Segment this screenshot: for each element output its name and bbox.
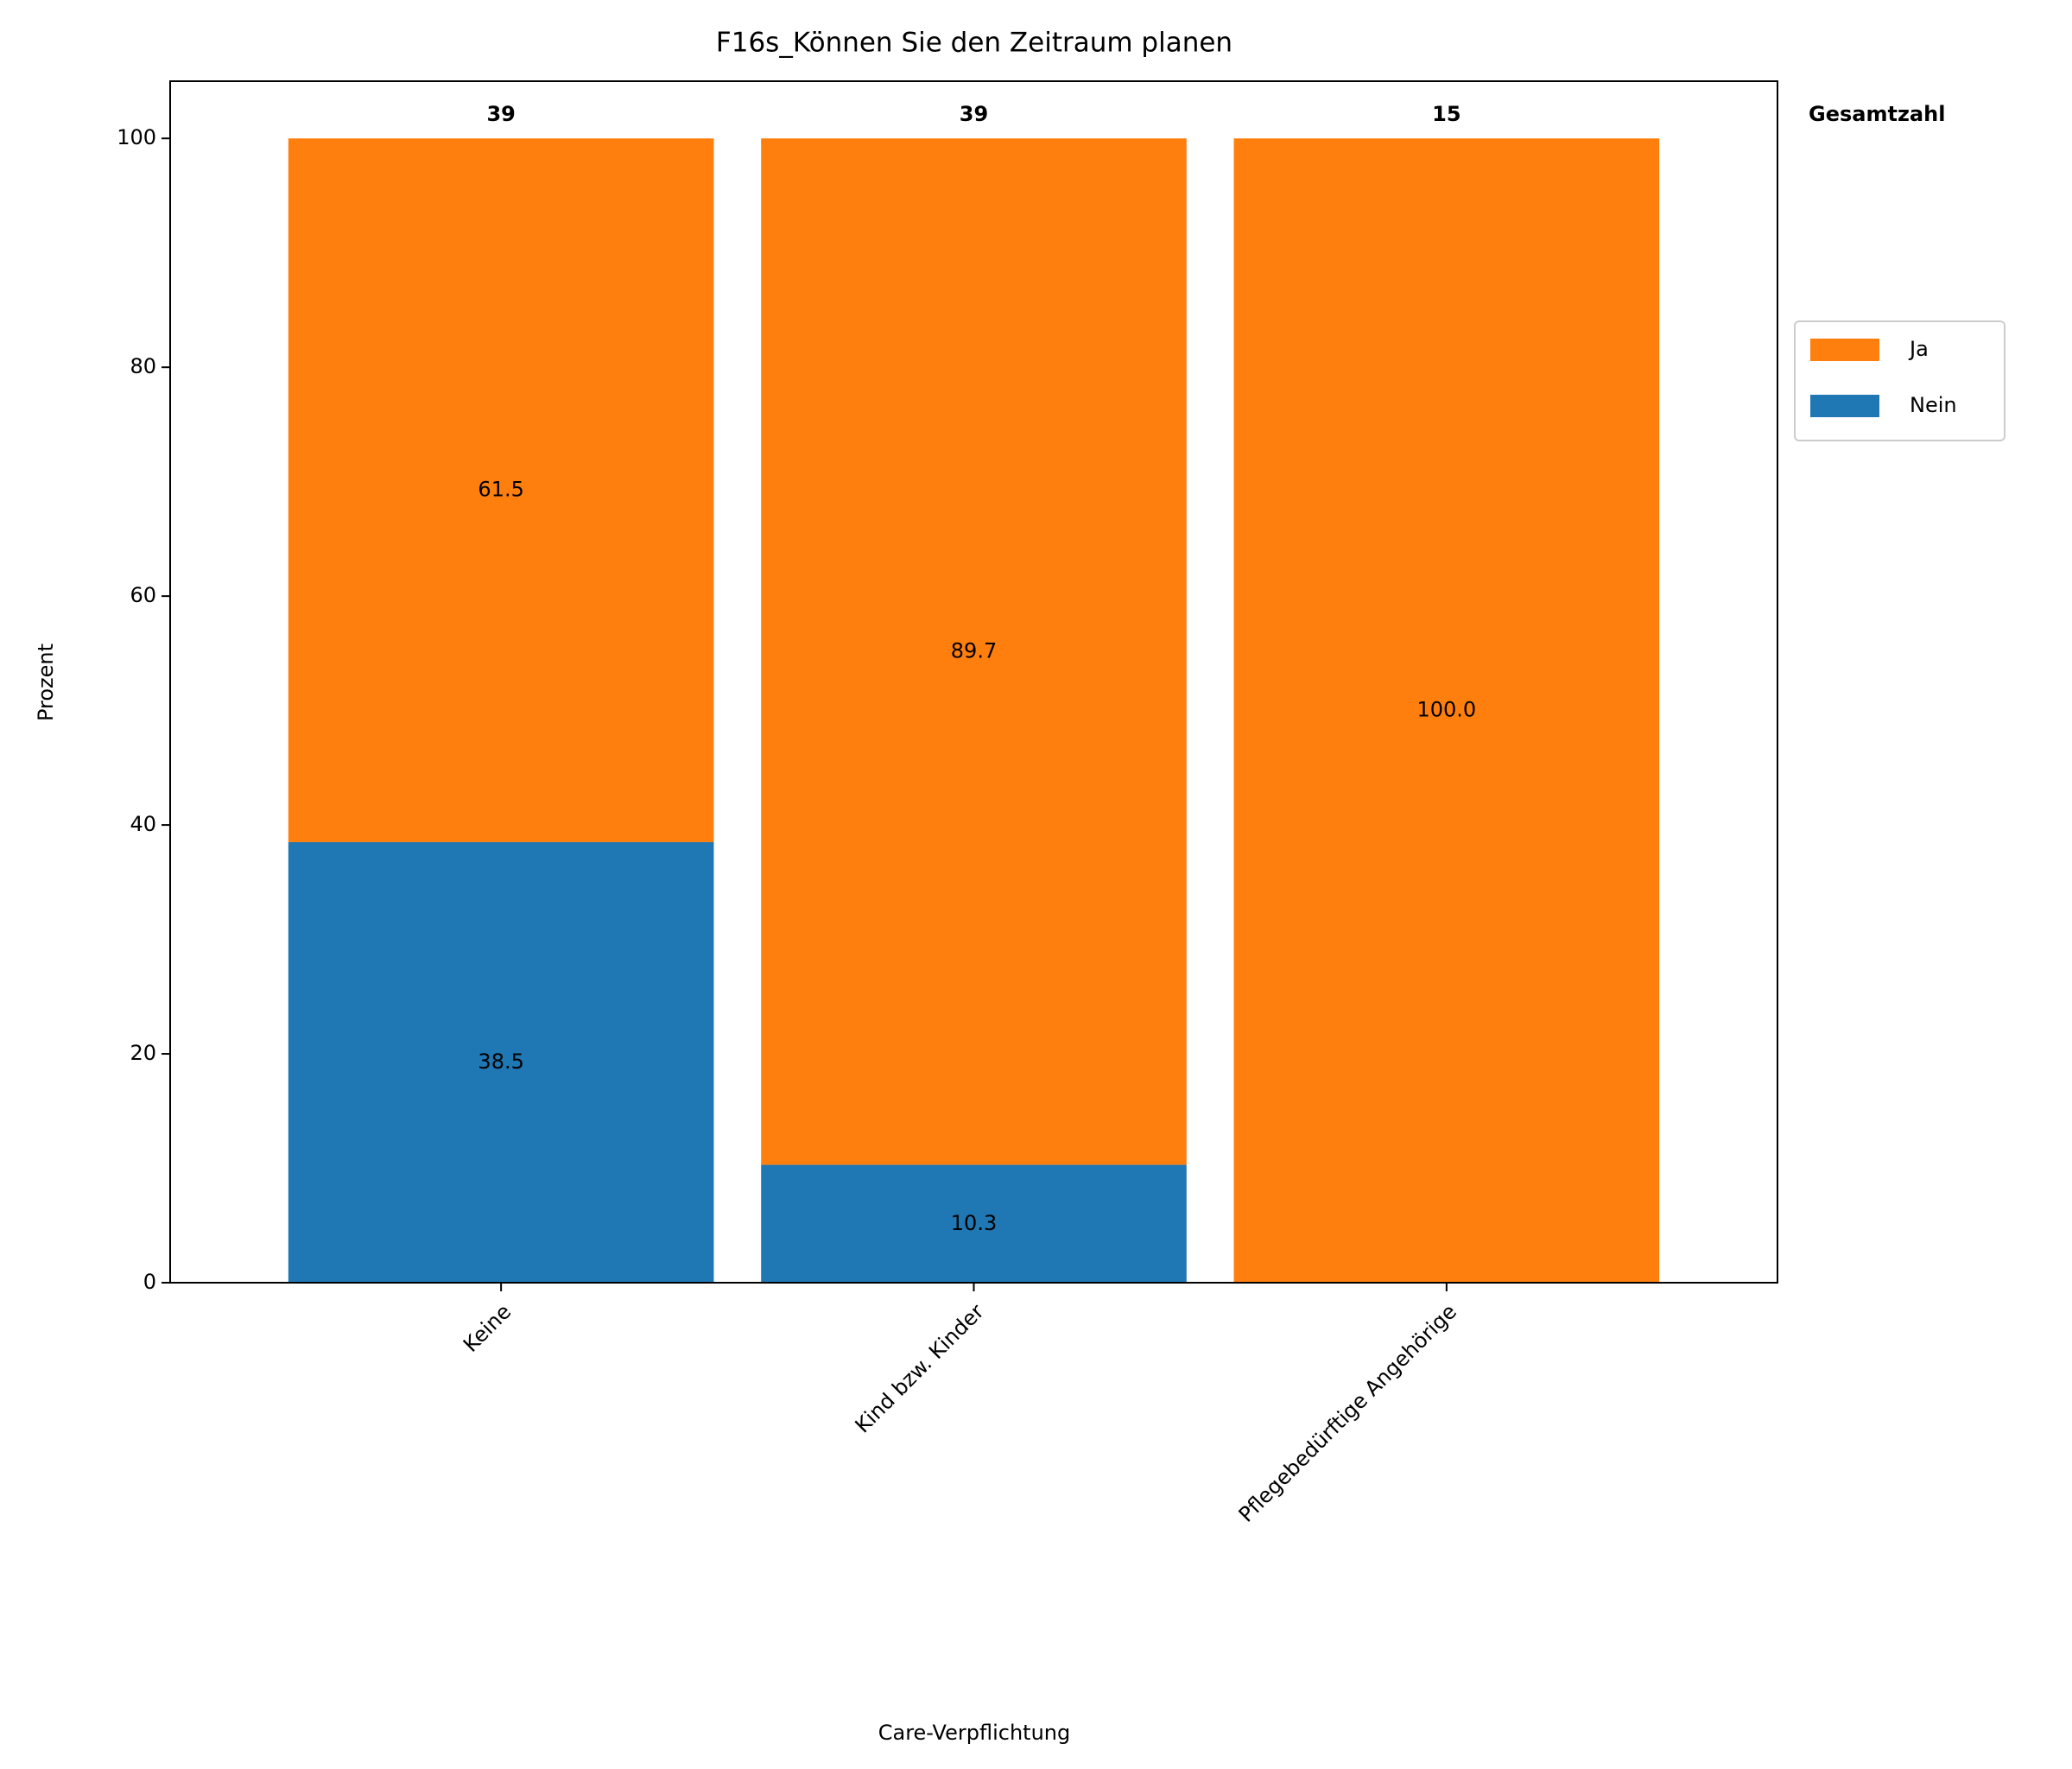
total-label: 15 [1432,102,1461,126]
x-tick-label: Keine [459,1299,516,1356]
total-label: 39 [960,102,988,126]
y-tick-label: 0 [143,1270,156,1294]
y-axis-label: Prozent [34,644,58,721]
y-tick-label: 80 [130,354,156,378]
legend-swatch [1810,395,1879,417]
y-tick-label: 60 [130,583,156,607]
bar-segment [1233,138,1660,1284]
data-label: 38.5 [478,1049,523,1074]
totals-label: Gesamtzahl [1809,102,1945,126]
chart-title: F16s_Können Sie den Zeitraum planen [716,28,1232,59]
y-tick-label: 20 [130,1041,156,1065]
data-label: 89.7 [951,638,997,663]
x-axis-label: Care-Verpflichtung [878,1721,1071,1745]
bar-segment [761,138,1187,1165]
y-tick-label: 40 [130,812,156,836]
total-label: 39 [486,102,515,126]
bar-segment [761,1164,1187,1283]
y-tick-label: 100 [117,125,156,149]
legend-swatch [1810,339,1879,361]
data-label: 100.0 [1416,698,1476,722]
bar-segment [288,841,714,1283]
data-label: 61.5 [478,478,523,502]
legend-label: Ja [1908,337,1929,361]
data-label: 10.3 [951,1211,997,1235]
x-tick-label: Pflegebedürftige Angehörige [1234,1299,1461,1526]
bar-segment [288,138,714,842]
legend-label: Nein [1910,393,1957,417]
x-tick-label: Kind bzw. Kinder [851,1299,989,1437]
